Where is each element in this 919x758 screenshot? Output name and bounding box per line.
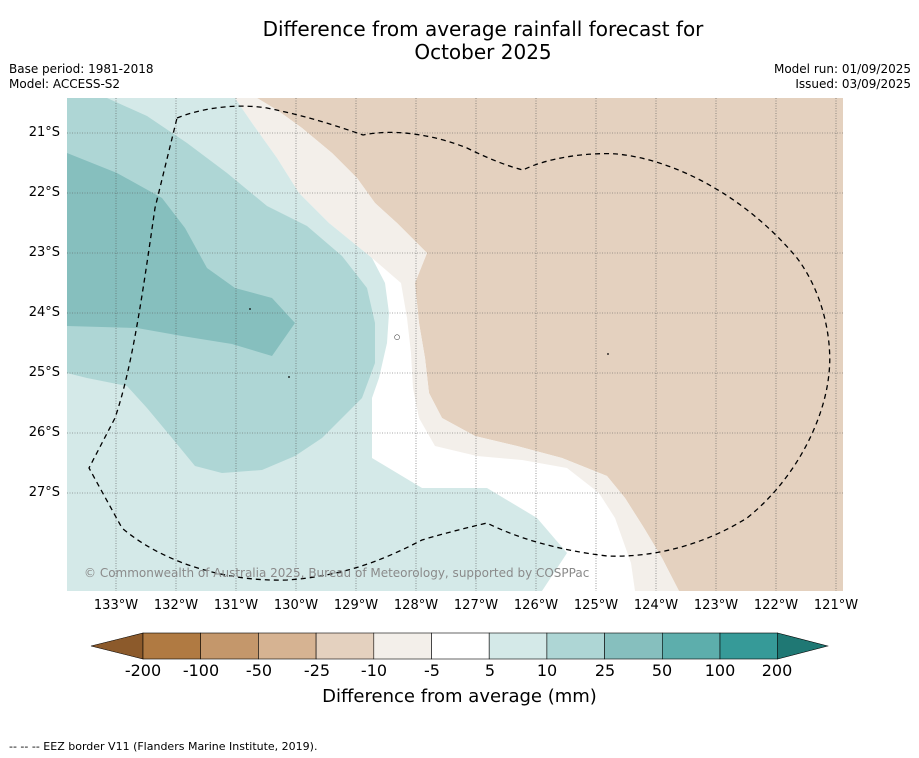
lon-label: 129°W	[333, 598, 379, 613]
meta-left: Base period: 1981-2018 Model: ACCESS-S2	[9, 62, 154, 92]
colorbar-tick: 100	[704, 661, 736, 680]
colorbar-tick: -50	[245, 661, 273, 680]
longitude-gridlines	[115, 98, 837, 591]
lon-label: 126°W	[513, 598, 559, 613]
colorbar-tick: 200	[761, 661, 793, 680]
colorbar-tick: -100	[182, 661, 220, 680]
colorbar-segment	[142, 632, 202, 660]
latitude-gridlines	[67, 132, 843, 494]
island-marker	[607, 353, 609, 355]
base-period-text: Base period: 1981-2018	[9, 62, 154, 76]
colorbar-tick: -10	[360, 661, 388, 680]
title-line-2: October 2025	[414, 40, 552, 64]
colorbar-tick: -200	[124, 661, 162, 680]
colorbar-segment	[661, 632, 721, 660]
map-panel: ○	[67, 98, 843, 591]
copyright-notice: © Commonwealth of Australia 2025, Bureau…	[84, 566, 590, 580]
lon-label: 133°W	[93, 598, 139, 613]
lon-label: 127°W	[453, 598, 499, 613]
lon-label: 123°W	[693, 598, 739, 613]
lon-label: 122°W	[753, 598, 799, 613]
lat-label: 23°S	[28, 245, 60, 260]
island-marker	[249, 308, 251, 310]
colorbar-tick: 10	[536, 661, 558, 680]
lat-label: 22°S	[28, 185, 60, 200]
lon-label: 121°W	[813, 598, 859, 613]
colorbar-segment	[258, 632, 317, 660]
colorbar-segment	[488, 632, 548, 660]
contour-dry-10	[257, 98, 843, 591]
lat-label: 25°S	[28, 365, 60, 380]
contour-dry-5	[235, 98, 679, 591]
colorbar-extend-high	[777, 632, 829, 660]
colorbar	[90, 632, 829, 660]
colorbar-tick: 25	[594, 661, 616, 680]
lon-label: 131°W	[213, 598, 259, 613]
eez-footnote: -- -- -- EEZ border V11 (Flanders Marine…	[9, 740, 318, 753]
lat-label: 21°S	[28, 125, 60, 140]
issued-text: Issued: 03/09/2025	[795, 77, 911, 91]
colorbar-tick: -5	[424, 661, 440, 680]
model-run-text: Model run: 01/09/2025	[773, 62, 911, 76]
model-text: Model: ACCESS-S2	[9, 77, 121, 91]
lon-label: 128°W	[393, 598, 439, 613]
lon-label: 125°W	[573, 598, 619, 613]
lon-label: 132°W	[153, 598, 199, 613]
map-title: Difference from average rainfall forecas…	[0, 18, 919, 64]
island-marker	[288, 376, 290, 378]
colorbar-segment	[604, 632, 663, 660]
colorbar-segment	[719, 632, 779, 660]
colorbar-extend-low	[90, 632, 144, 660]
colorbar-segment	[546, 632, 605, 660]
lat-label: 26°S	[28, 425, 60, 440]
title-line-1: Difference from average rainfall forecas…	[262, 17, 704, 41]
colorbar-segment	[315, 632, 375, 660]
island-marker: ○	[394, 333, 400, 341]
lat-label: 27°S	[28, 485, 60, 500]
lon-label: 130°W	[273, 598, 319, 613]
colorbar-tick: 5	[484, 661, 496, 680]
lat-label: 24°S	[28, 305, 60, 320]
colorbar-segment	[431, 632, 490, 660]
colorbar-segment	[200, 632, 259, 660]
colorbar-label: Difference from average (mm)	[322, 686, 597, 707]
colorbar-segments	[90, 632, 829, 660]
colorbar-segment	[373, 632, 432, 660]
contour-wet-25	[67, 153, 295, 356]
colorbar-tick: -25	[303, 661, 331, 680]
colorbar-tick: 50	[651, 661, 673, 680]
eez-border	[88, 105, 831, 581]
rainfall-contour-map: ○	[67, 98, 843, 591]
lon-label: 124°W	[633, 598, 679, 613]
meta-right: Model run: 01/09/2025 Issued: 03/09/2025	[774, 62, 911, 92]
